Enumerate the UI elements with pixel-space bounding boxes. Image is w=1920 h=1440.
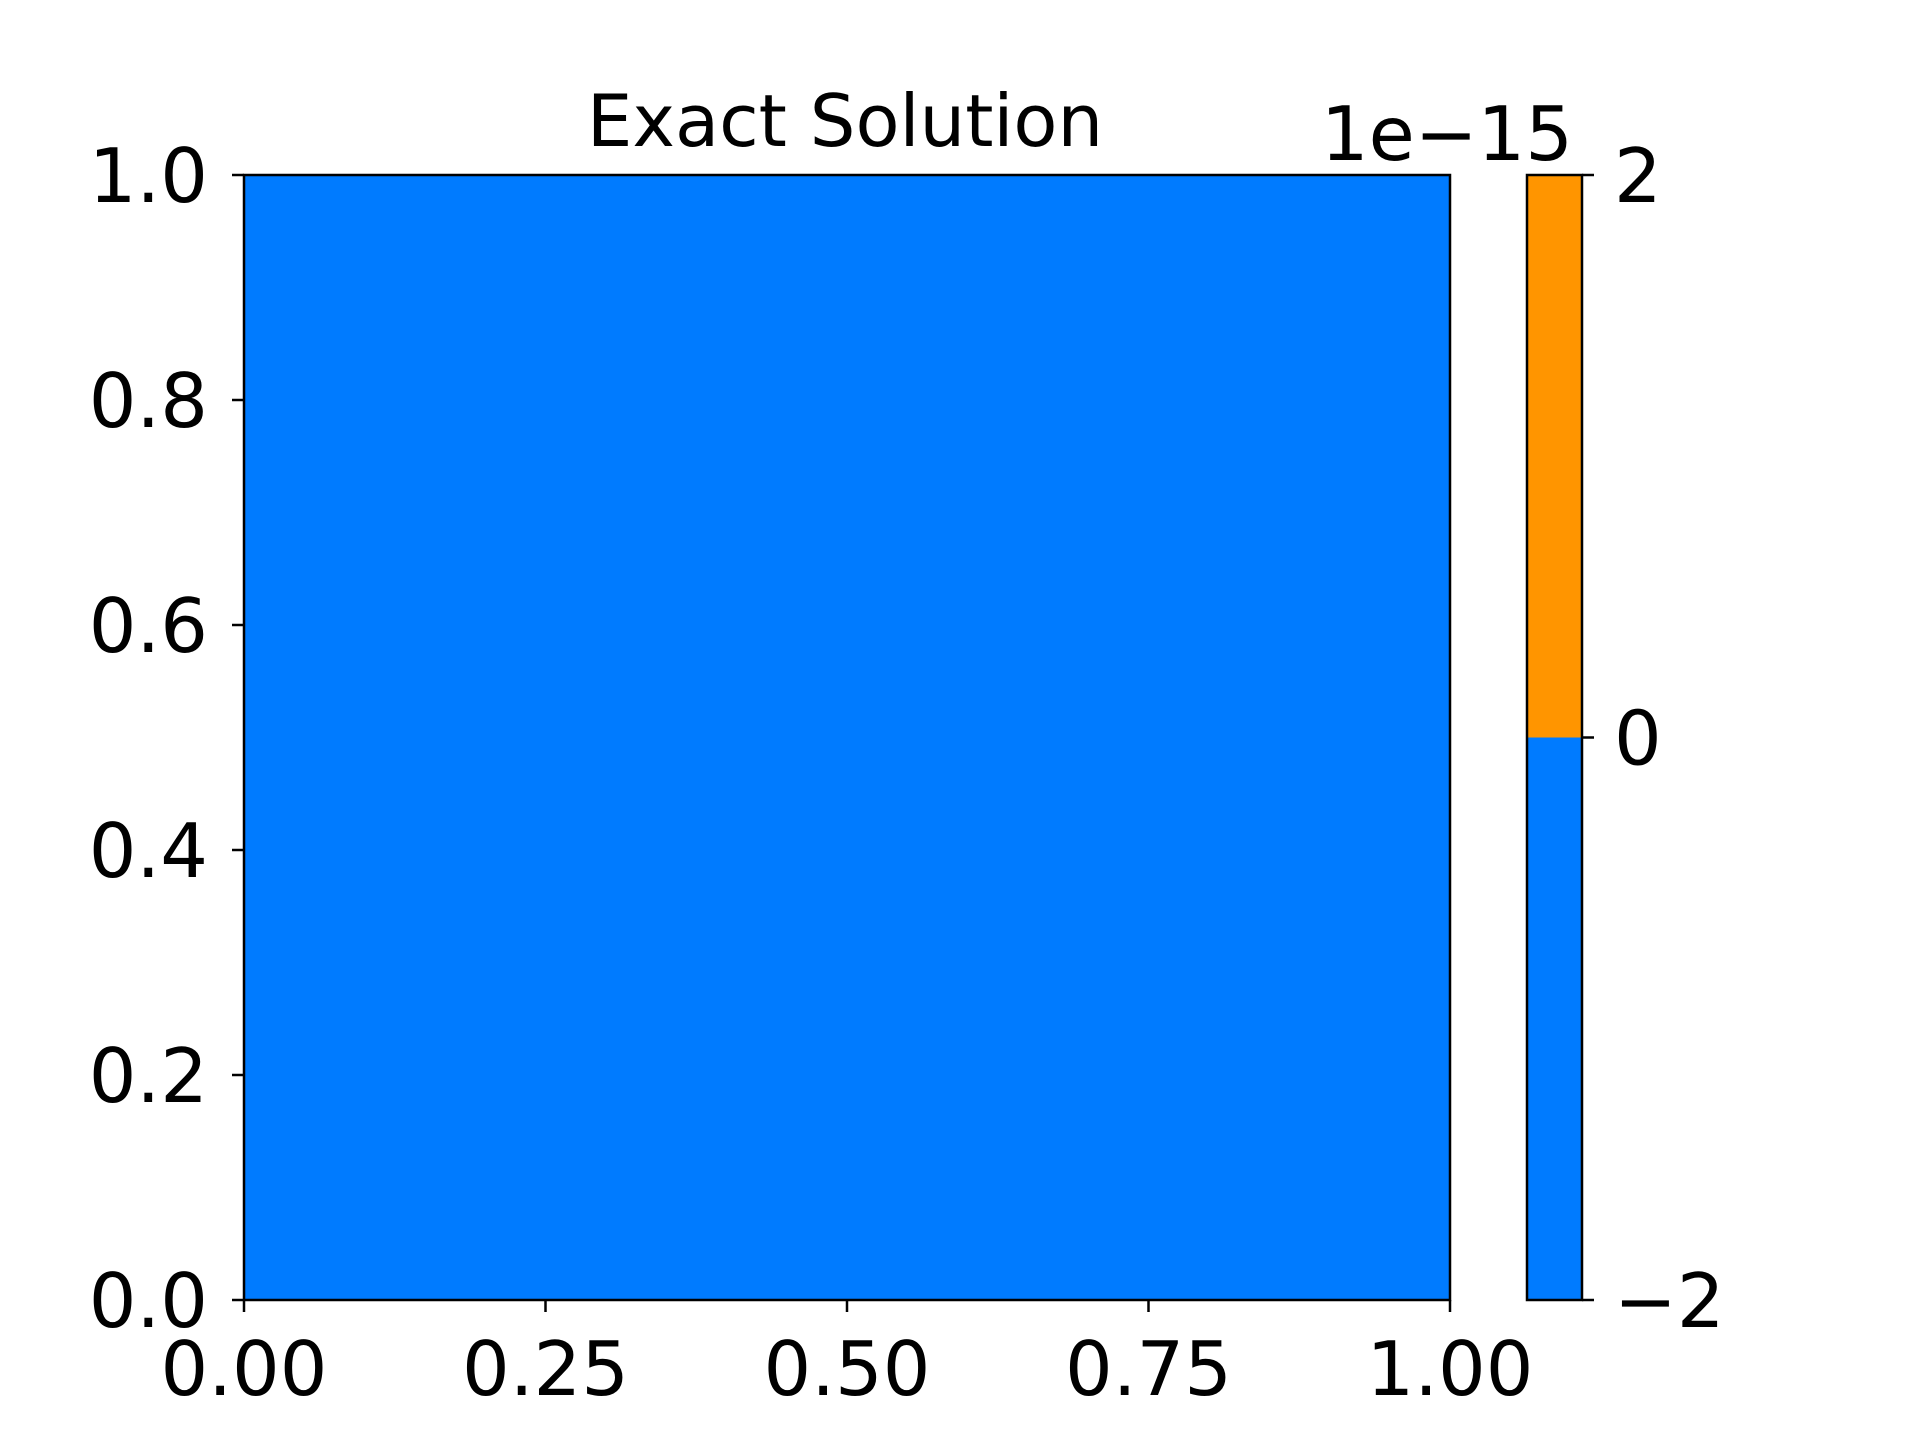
x-axis: 0.00 0.25 0.50 0.75 1.00 [161, 1300, 1534, 1413]
x-tick-label: 1.00 [1367, 1325, 1534, 1413]
y-tick-label: 0.8 [89, 357, 208, 445]
chart-title: Exact Solution [587, 79, 1103, 163]
heatmap-field [244, 175, 1450, 1300]
x-tick-label: 0.25 [462, 1325, 629, 1413]
y-axis: 0.0 0.2 0.4 0.6 0.8 1.0 [89, 132, 244, 1345]
colorbar-offset-label: 1e−15 [1321, 90, 1573, 178]
colorbar-tick-label: −2 [1614, 1257, 1725, 1345]
y-tick-label: 0.4 [89, 807, 208, 895]
colorbar-level-band [1527, 175, 1582, 738]
plot-area [242, 173, 1452, 1302]
colorbar: 2 0 −2 [1525, 132, 1725, 1345]
colorbar-tick-label: 0 [1614, 695, 1662, 783]
x-tick-label: 0.75 [1065, 1325, 1232, 1413]
y-tick-label: 1.0 [89, 132, 208, 220]
colorbar-level-band [1527, 737, 1582, 1300]
y-tick-label: 0.2 [89, 1032, 208, 1120]
y-tick-label: 0.0 [89, 1257, 208, 1345]
y-tick-label: 0.6 [89, 582, 208, 670]
colorbar-tick-label: 2 [1614, 132, 1662, 220]
x-tick-label: 0.50 [764, 1325, 931, 1413]
x-tick-label: 0.00 [161, 1325, 328, 1413]
